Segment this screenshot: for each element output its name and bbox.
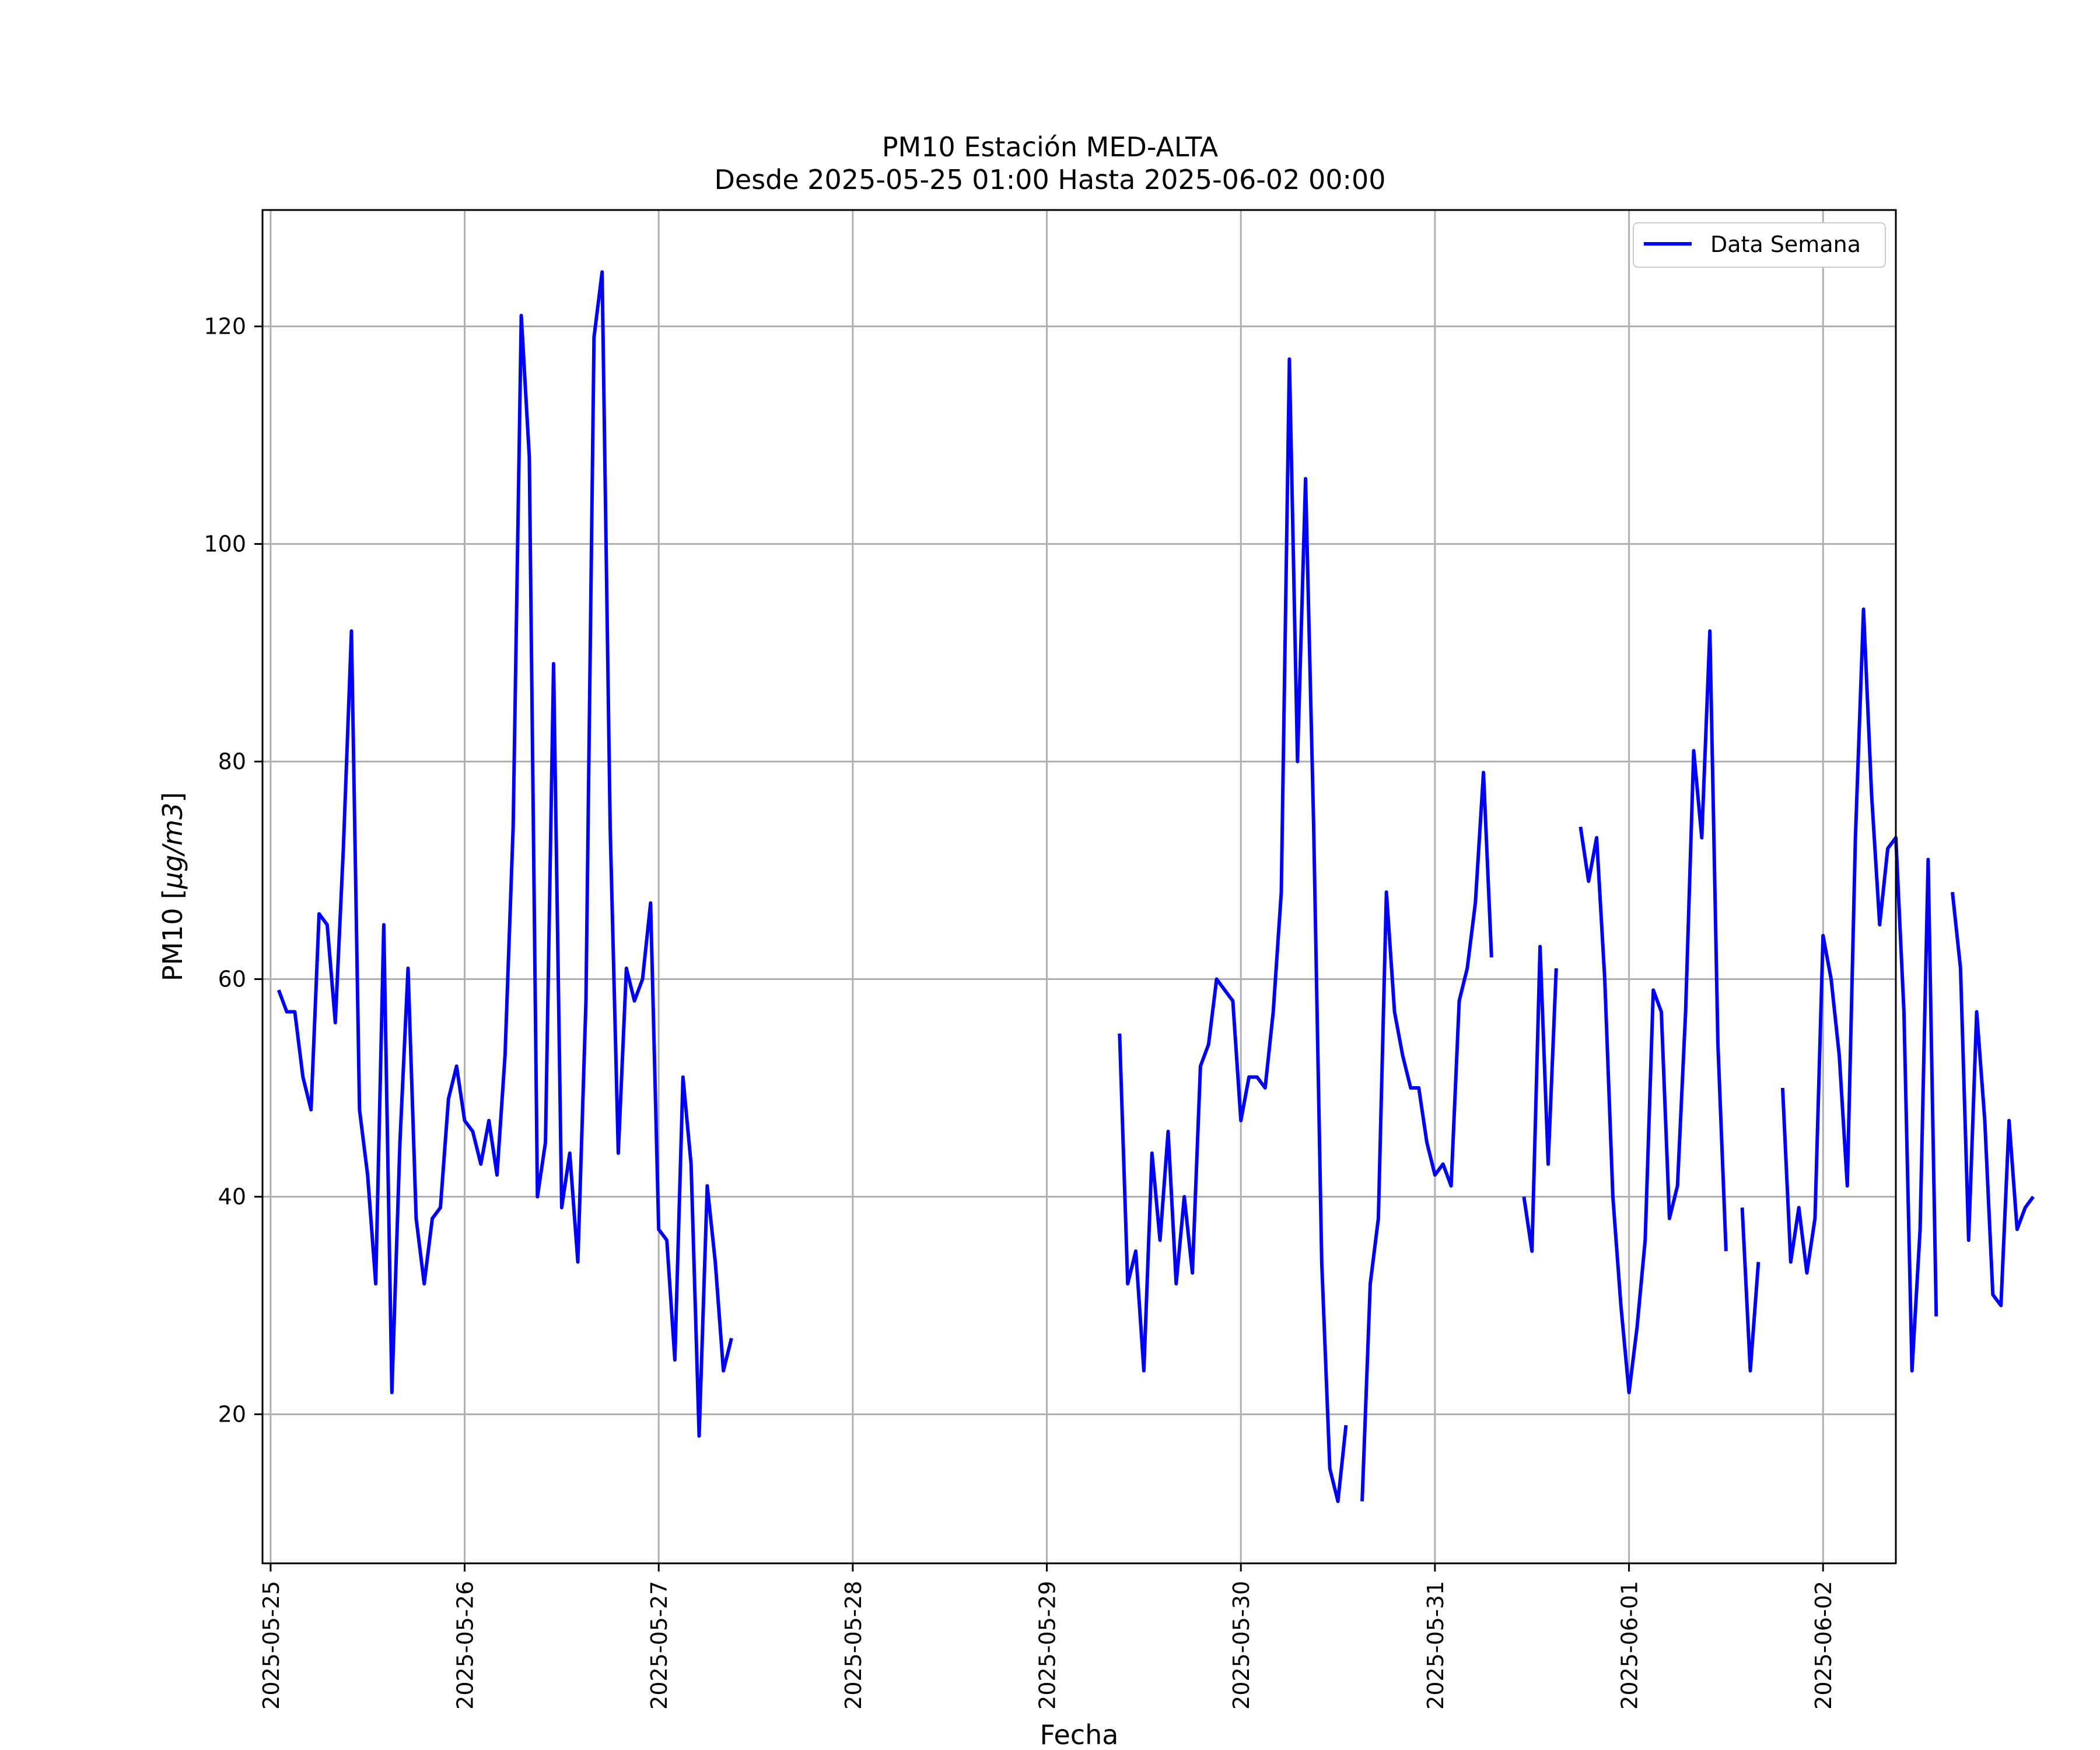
y-axis-label-close: ] (157, 792, 188, 803)
y-tick-label: 120 (204, 314, 246, 340)
series-line-segment (1740, 1208, 1760, 1373)
grid-lines (262, 210, 1896, 1563)
y-tick-label: 80 (218, 749, 246, 775)
x-tick-label: 2025-05-31 (1423, 1581, 1448, 1710)
series-line-segment (1951, 891, 2035, 1307)
x-tick-label: 2025-05-26 (453, 1581, 478, 1710)
y-tick-label: 60 (218, 967, 246, 992)
chart-title: PM10 Estación MED-ALTA (882, 131, 1219, 163)
x-tick-label: 2025-05-28 (841, 1581, 866, 1710)
series-line-segment (1118, 357, 1348, 1503)
legend-box (1633, 222, 1886, 268)
series-layer (276, 270, 2035, 1503)
series-line-segment (1360, 771, 1493, 1502)
legend: Data Semana (1633, 222, 1886, 268)
x-tick-label: 2025-05-29 (1035, 1581, 1060, 1710)
plot-area-frame (261, 209, 1897, 1564)
series-line-segment (1780, 607, 1938, 1373)
y-axis-label-unit: μg/m3 (157, 803, 188, 890)
x-tick-label: 2025-06-01 (1617, 1581, 1643, 1710)
x-axis-ticks: 2025-05-25 2025-05-26 2025-05-27 2025-05-28… (258, 1563, 1836, 1710)
y-tick-label: 100 (204, 531, 246, 557)
x-axis-label: Fecha (1040, 1719, 1119, 1750)
legend-label-data-semana: Data Semana (1710, 232, 1861, 257)
series-line-segment (1522, 944, 1558, 1253)
y-axis-ticks: 20 40 60 80 100 120 (204, 314, 262, 1427)
y-tick-label: 20 (218, 1402, 246, 1427)
x-tick-label: 2025-06-02 (1811, 1581, 1836, 1710)
y-axis-label: PM10 [μg/m3] (157, 792, 188, 982)
x-tick-label: 2025-05-27 (646, 1581, 672, 1710)
x-tick-label: 2025-05-25 (258, 1581, 284, 1710)
series-line-segment (1578, 629, 1728, 1395)
series-line-segment (276, 270, 733, 1438)
chart-subtitle: Desde 2025-05-25 01:00 Hasta 2025-06-02 … (714, 164, 1385, 195)
y-axis-label-main: PM10 [ (157, 889, 188, 982)
x-tick-label: 2025-05-30 (1228, 1581, 1254, 1710)
y-tick-label: 40 (218, 1184, 246, 1210)
